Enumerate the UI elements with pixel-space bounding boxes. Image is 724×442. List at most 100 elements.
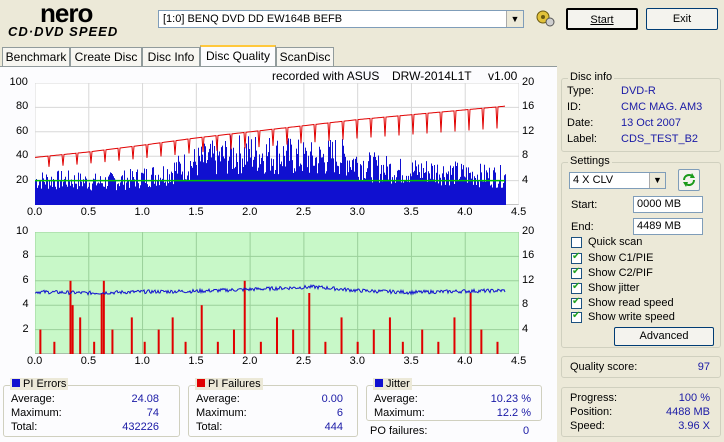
drive-select[interactable]: [1:0] BENQ DVD DD EW164B BEFB ▼ — [158, 10, 524, 28]
progress-value: 100 % — [678, 392, 710, 404]
show-jitter-checkbox[interactable] — [571, 281, 582, 294]
jitter-maximum-value: 12.2 % — [496, 407, 531, 419]
tab-scandisc[interactable]: ScanDisc — [276, 47, 334, 66]
show-write-speed-checkbox[interactable] — [571, 310, 582, 323]
pif-bar — [200, 305, 203, 354]
jitter-color-swatch — [375, 379, 383, 387]
start-button[interactable]: Start — [566, 8, 638, 30]
chart1-x-tick-label: 2.5 — [295, 206, 312, 218]
chart1-x-tick-label: 2.0 — [242, 206, 258, 218]
refresh-speed-button[interactable] — [678, 169, 700, 191]
disc-id-key: ID: — [567, 101, 582, 113]
exit-button[interactable]: Exit — [646, 8, 718, 30]
chart1-y-left-tick-label: 100 — [9, 76, 28, 88]
pif-bar — [39, 329, 42, 354]
pie-maximum-label: Maximum: — [11, 407, 62, 419]
logo-sub-text: CD·DVD SPEED — [8, 24, 119, 39]
write-speed-line — [35, 105, 506, 167]
pif-bar — [111, 329, 114, 354]
chevron-down-icon[interactable]: ▼ — [506, 11, 523, 27]
pi-failures-title-text: PI Failures — [208, 378, 261, 390]
pif-bar — [232, 329, 235, 354]
progress-box: Progress: 100 % Position: 4488 MB Speed:… — [561, 387, 721, 437]
speed-select[interactable]: 4 X CLV ▼ — [569, 172, 666, 189]
start-mb-field[interactable]: 0000 MB — [633, 196, 703, 213]
pif-bar — [157, 329, 160, 354]
chart2-y-right-tick-label: 20 — [522, 225, 535, 237]
tab-benchmark-label: Benchmark — [5, 50, 67, 64]
chart1-y-left-tick-label: 80 — [16, 100, 29, 113]
pie-series — [35, 135, 506, 205]
disc-label-key: Label: — [567, 133, 597, 145]
pif-bar — [324, 341, 327, 354]
pif-bar — [496, 341, 499, 354]
tab-disc-quality[interactable]: Disc Quality — [200, 45, 276, 67]
pif-bar — [143, 341, 146, 354]
pif-bar — [453, 317, 456, 354]
chart1-x-tick-label: 1.5 — [188, 206, 204, 218]
chart1-y-right-tick-label: 20 — [522, 76, 535, 88]
show-write-speed-label: Show write speed — [588, 311, 675, 323]
tab-create-disc[interactable]: Create Disc — [70, 47, 142, 66]
quality-score-label: Quality score: — [570, 361, 638, 373]
logo-nero-text: nero — [40, 0, 93, 28]
chart2-y-right-tick-label: 8 — [522, 298, 529, 311]
pif-bar — [372, 329, 375, 354]
quick-scan-checkbox[interactable] — [571, 237, 582, 248]
quality-score-value: 97 — [697, 361, 710, 373]
pif-bar — [216, 341, 219, 354]
pie-average-label: Average: — [11, 393, 55, 405]
show-c1-pie-checkbox[interactable] — [571, 251, 582, 264]
chart2-y-right-tick-label: 4 — [522, 322, 529, 335]
chevron-down-icon[interactable]: ▼ — [649, 173, 665, 188]
end-mb-value: 4489 MB — [637, 220, 682, 232]
chart2-x-tick-label: 1.5 — [188, 355, 204, 367]
disc-date-key: Date: — [567, 117, 594, 129]
pi-errors-color-swatch — [12, 379, 20, 387]
speed-label: Speed: — [570, 420, 605, 432]
pif-bar — [480, 329, 483, 354]
show-read-speed-checkbox[interactable] — [571, 296, 582, 309]
chart1-x-tick-label: 0.0 — [27, 206, 43, 218]
pif-bar — [356, 341, 359, 354]
pif-bar — [93, 341, 96, 354]
pi-errors-group: PI Errors Average: 24.08 Maximum: 74 Tot… — [3, 378, 180, 437]
pif-bar — [79, 317, 82, 354]
pi-failures-title: PI Failures — [195, 378, 263, 390]
pie-chart — [35, 83, 519, 205]
pif-bar — [130, 317, 133, 354]
chart2-y-right-tick-label: 16 — [522, 249, 535, 262]
chart2-x-tick-label: 4.0 — [457, 355, 473, 367]
pie-maximum-value: 74 — [146, 407, 159, 419]
pi-errors-title-text: PI Errors — [23, 378, 67, 390]
chart2-x-tick-label: 0.5 — [80, 355, 97, 367]
chart2-y-left-tick-label: 10 — [16, 225, 29, 237]
chart1-y-left-tick-label: 20 — [16, 173, 29, 186]
tab-disc-info-label: Disc Info — [147, 50, 195, 64]
advanced-button[interactable]: Advanced — [614, 327, 714, 346]
pif-bar — [292, 329, 295, 354]
show-c2-pif-label: Show C2/PIF — [588, 267, 653, 279]
chart2-y-left-tick-label: 4 — [22, 298, 29, 311]
tab-disc-info[interactable]: Disc Info — [142, 47, 200, 66]
progress-label: Progress: — [570, 392, 618, 404]
pie-total-label: Total: — [11, 421, 38, 433]
tab-strip: Benchmark Create Disc Disc Info Disc Qua… — [0, 45, 557, 67]
chart1-y-right-tick-label: 12 — [522, 124, 535, 137]
jitter-average-value: 10.23 % — [490, 393, 531, 405]
chart2-x-tick-label: 4.5 — [511, 355, 527, 367]
disc-info-title: Disc info — [568, 71, 615, 83]
speed-value: 3.96 X — [678, 420, 710, 432]
settings-title: Settings — [568, 155, 612, 167]
settings-group: Settings 4 X CLV ▼ Start: 0000 MB End: 4… — [561, 155, 721, 348]
pif-bar — [469, 293, 472, 354]
chart1-y-right-tick-label: 8 — [522, 149, 529, 162]
exit-button-label: Exit — [672, 13, 692, 25]
tab-benchmark[interactable]: Benchmark — [2, 47, 70, 66]
version-label: v1.00 — [488, 69, 518, 83]
end-mb-field[interactable]: 4489 MB — [633, 218, 703, 235]
tab-create-disc-label: Create Disc — [74, 50, 138, 64]
jitter-group: Jitter Average: 10.23 % Maximum: 12.2 % — [366, 378, 542, 421]
drive-settings-button[interactable] — [533, 8, 559, 30]
show-c2-pif-checkbox[interactable] — [571, 266, 582, 279]
